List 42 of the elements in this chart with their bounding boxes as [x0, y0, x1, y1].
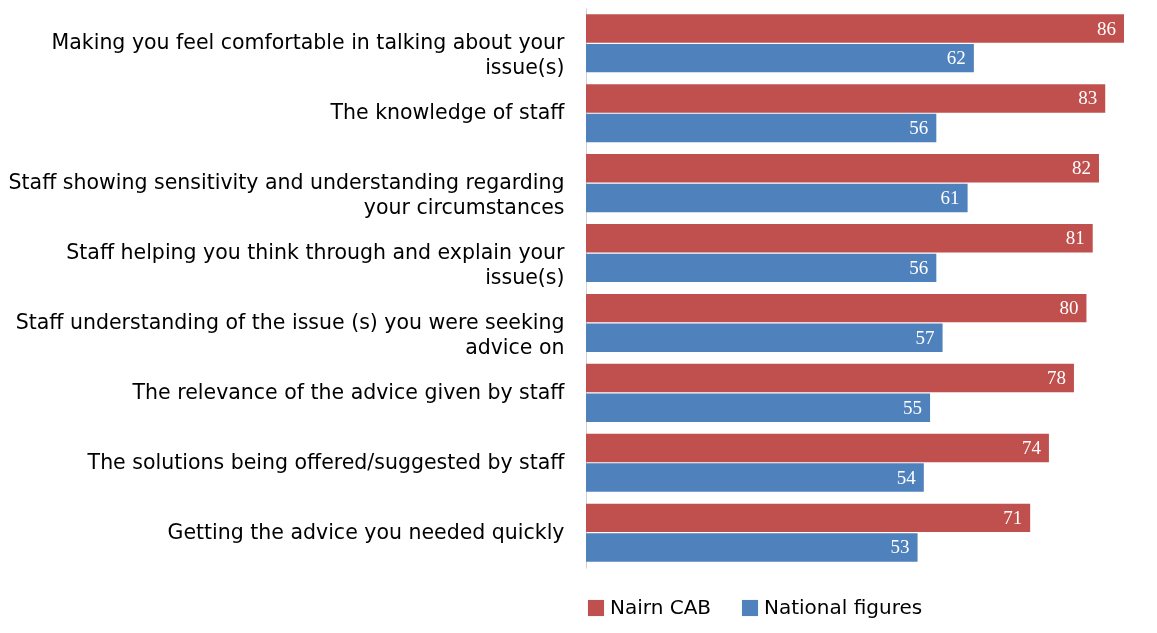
y-tick-label: The knowledge of staff [329, 100, 566, 125]
data-label: 82 [1071, 157, 1091, 179]
data-label: 61 [940, 186, 960, 208]
y-tick-label: The relevance of the advice given by staff [131, 379, 566, 404]
data-label: 74 [1021, 436, 1042, 458]
bar [586, 293, 1087, 323]
data-label: 56 [909, 117, 929, 139]
bar [586, 503, 1031, 533]
y-tick-label: Getting the advice you needed quickly [167, 519, 565, 544]
bar [586, 183, 968, 213]
bar [586, 14, 1124, 43]
data-label: 56 [909, 256, 929, 278]
data-label: 78 [1046, 367, 1066, 389]
y-tick-label: Staff helping you think through and explain your issue(s) [66, 240, 566, 290]
bar [586, 113, 937, 143]
bar [586, 393, 931, 422]
legend-label: Nairn CAB [610, 595, 712, 619]
data-label: 80 [1059, 297, 1079, 319]
data-label: 53 [890, 536, 910, 558]
bar [586, 433, 1049, 463]
bar [586, 154, 1099, 183]
bar [586, 224, 1093, 253]
data-label: 62 [946, 47, 966, 69]
data-label: 57 [915, 326, 935, 348]
bar [586, 253, 937, 283]
legend-label: National figures [764, 595, 923, 619]
data-label: 81 [1065, 227, 1085, 249]
data-label: 83 [1078, 87, 1098, 109]
y-tick-label: Staff understanding of the issue (s) you were seeking advice on [15, 309, 565, 359]
y-tick-label: The solutions being offered/suggested by staff [86, 449, 566, 474]
bar [586, 84, 1106, 113]
bar [586, 43, 974, 73]
bar [586, 533, 918, 562]
y-tick-label: Staff showing sensitivity and understanding regarding your circumstances [8, 170, 565, 220]
data-label: 86 [1097, 17, 1116, 39]
data-label: 54 [896, 466, 917, 488]
data-label: 55 [903, 396, 923, 418]
bar [586, 323, 943, 352]
bar [586, 463, 924, 492]
data-label: 71 [1003, 506, 1023, 528]
bar [586, 363, 1074, 393]
y-tick-label: Making you feel comfortable in talking about your issue(s) [51, 30, 566, 80]
